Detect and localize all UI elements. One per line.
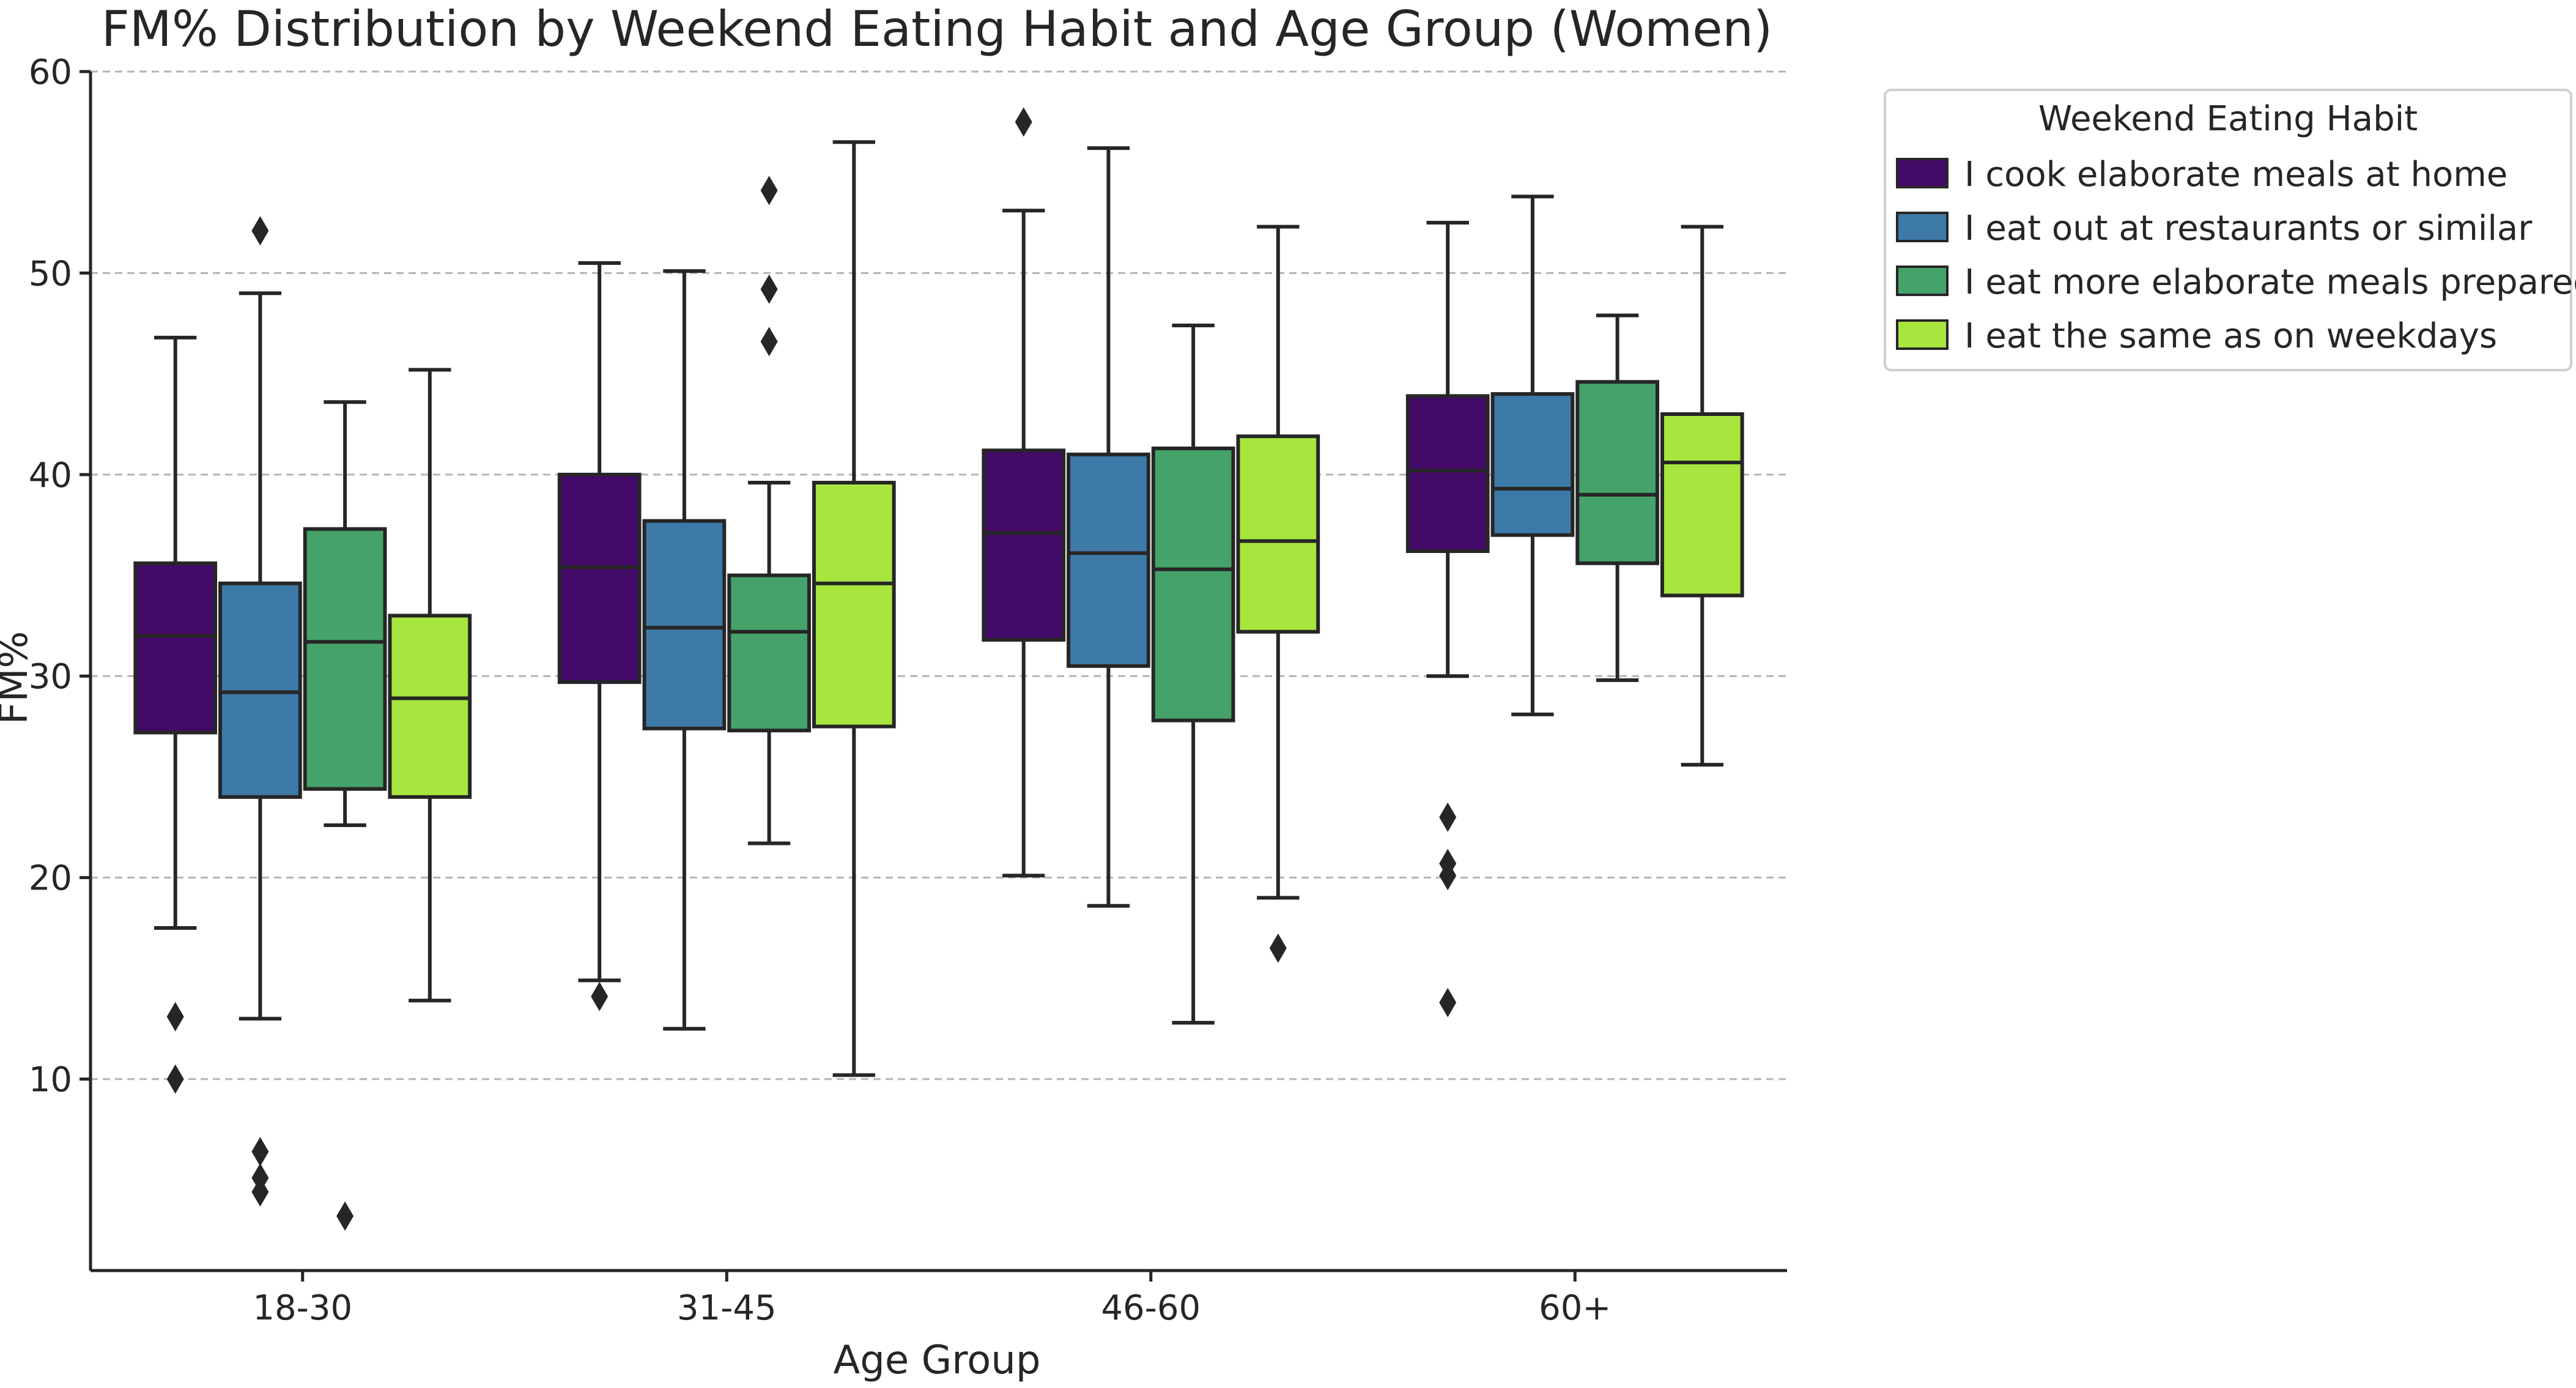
outlier-point — [251, 216, 269, 246]
legend-label: I eat the same as on weekdays — [1964, 316, 2497, 356]
legend-entry-2: I eat out at restaurants or similar — [1896, 209, 2533, 248]
y-tick-label-20: 20 — [29, 859, 72, 899]
box-3-31-45 — [727, 176, 811, 845]
box-iqr — [1490, 392, 1575, 537]
y-tick-label-50: 50 — [29, 254, 72, 294]
x-tick-label-46-60: 46-60 — [1101, 1288, 1201, 1328]
outlier-point — [166, 1064, 184, 1094]
outlier-point — [760, 274, 778, 304]
box-iqr — [1236, 434, 1320, 634]
x-tick-label-18-30: 18-30 — [253, 1288, 352, 1328]
outlier-point — [336, 1201, 354, 1231]
box-iqr — [1067, 452, 1150, 668]
box-3-18-30 — [303, 400, 387, 1231]
legend-entry-1: I cook elaborate meals at home — [1896, 155, 2508, 195]
legend-label: I eat more elaborate meals prepared by o… — [1964, 262, 2576, 302]
box-1-31-45 — [557, 261, 642, 1011]
legend: Weekend Eating Habit I cook elaborate me… — [1884, 89, 2576, 371]
y-axis-label: FM% — [0, 631, 37, 725]
box-iqr — [1151, 447, 1235, 722]
box-4-60+ — [1660, 225, 1744, 767]
box-2-60+ — [1490, 195, 1575, 716]
box-4-46-60 — [1236, 225, 1320, 963]
box-iqr — [1660, 412, 1744, 598]
legend-swatch — [1896, 158, 1949, 188]
box-iqr — [557, 472, 642, 685]
x-tick-label-60+: 60+ — [1539, 1288, 1611, 1328]
legend-label: I cook elaborate meals at home — [1964, 155, 2508, 195]
box-plots — [133, 107, 1744, 1231]
box-iqr — [133, 561, 218, 735]
legend-label: I eat out at restaurants or similar — [1964, 209, 2533, 248]
outlier-point — [1015, 107, 1032, 137]
box-1-60+ — [1405, 221, 1490, 1017]
outlier-point — [166, 1001, 184, 1031]
box-2-18-30 — [218, 216, 302, 1207]
box-iqr — [218, 581, 302, 799]
box-2-46-60 — [1067, 146, 1150, 908]
box-iqr — [1405, 394, 1490, 554]
box-iqr — [388, 614, 472, 799]
box-iqr — [642, 519, 727, 730]
box-3-46-60 — [1151, 324, 1235, 1025]
outlier-point — [1439, 987, 1457, 1017]
outlier-point — [1269, 933, 1287, 963]
legend-swatch — [1896, 319, 1949, 350]
legend-entry-4: I eat the same as on weekdays — [1896, 316, 2497, 356]
legend-frame — [1884, 89, 2572, 371]
box-iqr — [727, 573, 811, 733]
outlier-point — [251, 1137, 269, 1167]
outlier-point — [1439, 861, 1457, 891]
box-3-60+ — [1575, 313, 1659, 682]
box-2-31-45 — [642, 269, 727, 1031]
y-tick-label-30: 30 — [29, 657, 72, 697]
box-4-18-30 — [388, 368, 472, 1003]
outlier-point — [760, 327, 778, 357]
legend-title: Weekend Eating Habit — [2038, 99, 2418, 139]
box-iqr — [1575, 380, 1659, 565]
outlier-point — [1439, 802, 1457, 832]
axes: 10 20 30 40 50 60 18-30 31-45 46-60 60+ — [29, 53, 1787, 1328]
x-tick-label-31-45: 31-45 — [677, 1288, 777, 1328]
legend-swatch — [1896, 212, 1949, 242]
box-iqr — [982, 448, 1066, 642]
x-axis-label: Age Group — [834, 1338, 1041, 1383]
box-1-46-60 — [982, 107, 1066, 878]
box-iqr — [303, 527, 387, 791]
box-4-31-45 — [812, 140, 896, 1077]
outlier-point — [760, 176, 778, 206]
y-tick-label-40: 40 — [29, 456, 72, 495]
box-1-18-30 — [133, 335, 218, 1094]
legend-entry-3: I eat more elaborate meals prepared by o… — [1896, 262, 2576, 302]
legend-swatch — [1896, 265, 1949, 296]
outlier-point — [251, 1177, 269, 1207]
y-tick-label-60: 60 — [29, 53, 72, 92]
box-iqr — [812, 481, 896, 729]
y-tick-label-10: 10 — [29, 1060, 72, 1100]
chart-title: FM% Distribution by Weekend Eating Habit… — [102, 1, 1772, 58]
outlier-point — [591, 982, 609, 1011]
